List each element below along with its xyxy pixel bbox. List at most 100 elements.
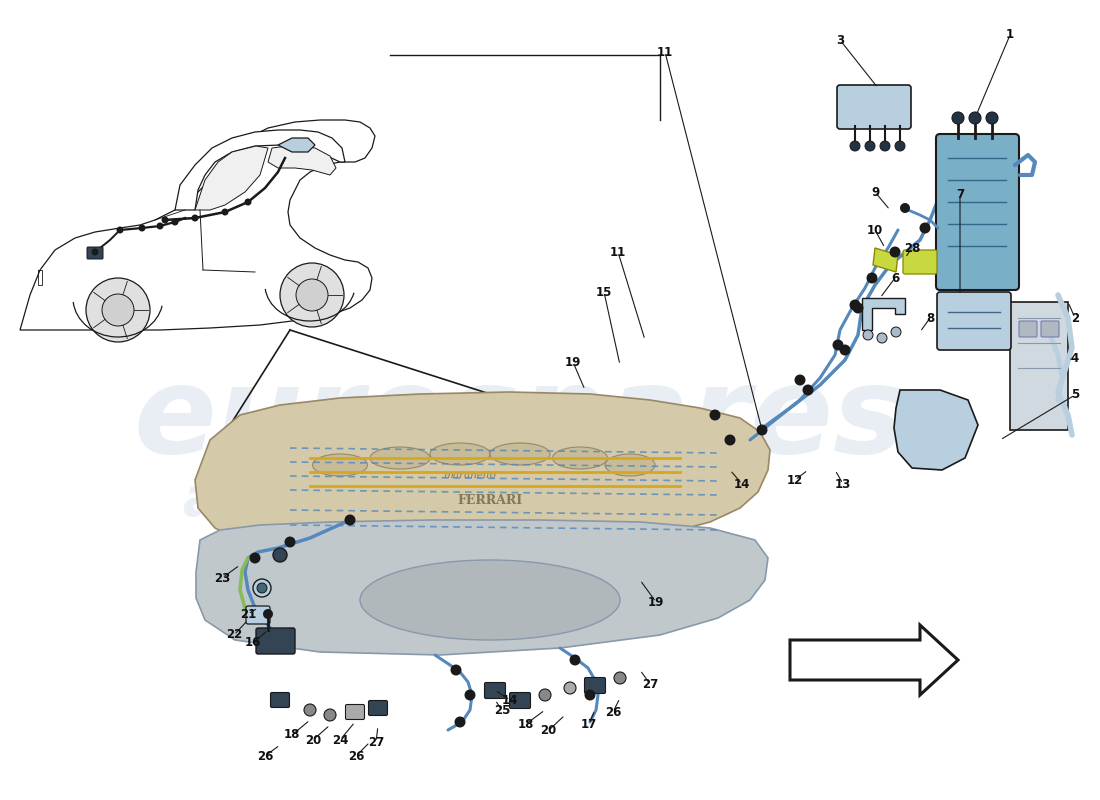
Circle shape — [839, 345, 850, 355]
Circle shape — [969, 112, 981, 124]
Circle shape — [539, 689, 551, 701]
FancyBboxPatch shape — [1019, 321, 1037, 337]
Circle shape — [324, 709, 336, 721]
Ellipse shape — [605, 454, 654, 476]
Text: 13: 13 — [835, 478, 851, 490]
Ellipse shape — [430, 443, 490, 465]
Circle shape — [304, 704, 316, 716]
Circle shape — [757, 425, 768, 435]
Circle shape — [877, 333, 887, 343]
Circle shape — [162, 217, 168, 223]
Text: 27: 27 — [367, 735, 384, 749]
Circle shape — [102, 294, 134, 326]
Circle shape — [296, 279, 328, 311]
Circle shape — [570, 654, 581, 666]
FancyBboxPatch shape — [484, 682, 506, 698]
Circle shape — [584, 690, 595, 701]
Text: 27: 27 — [642, 678, 658, 690]
Circle shape — [280, 263, 344, 327]
Text: 14: 14 — [502, 694, 518, 706]
Text: awesomediagrams: awesomediagrams — [183, 474, 738, 526]
Text: 5: 5 — [1071, 389, 1079, 402]
Text: 3: 3 — [836, 34, 844, 46]
Ellipse shape — [552, 447, 607, 469]
Polygon shape — [195, 392, 770, 562]
FancyBboxPatch shape — [937, 292, 1011, 350]
Circle shape — [850, 141, 860, 151]
Circle shape — [117, 226, 123, 234]
Text: 24: 24 — [332, 734, 349, 746]
Text: maranello: maranello — [443, 470, 496, 479]
Text: 6: 6 — [891, 271, 899, 285]
Text: 20: 20 — [305, 734, 321, 746]
Circle shape — [86, 278, 150, 342]
Polygon shape — [20, 120, 375, 330]
Text: 12: 12 — [786, 474, 803, 486]
Ellipse shape — [370, 447, 430, 469]
FancyBboxPatch shape — [837, 85, 911, 129]
Circle shape — [464, 690, 475, 701]
Text: 26: 26 — [348, 750, 364, 762]
FancyBboxPatch shape — [256, 628, 295, 654]
FancyBboxPatch shape — [584, 678, 605, 694]
Circle shape — [867, 273, 878, 283]
Circle shape — [451, 665, 462, 675]
Polygon shape — [894, 390, 978, 470]
Text: 28: 28 — [904, 242, 921, 254]
Circle shape — [986, 112, 998, 124]
Circle shape — [253, 579, 271, 597]
Circle shape — [864, 330, 873, 340]
Text: 26: 26 — [256, 750, 273, 762]
FancyBboxPatch shape — [345, 705, 364, 719]
Circle shape — [191, 214, 198, 222]
Text: 11: 11 — [657, 46, 673, 58]
Text: 26: 26 — [605, 706, 621, 718]
Circle shape — [849, 299, 860, 310]
Text: 20: 20 — [540, 725, 557, 738]
Circle shape — [221, 209, 229, 215]
Text: 18: 18 — [284, 729, 300, 742]
Circle shape — [344, 514, 355, 526]
Circle shape — [900, 203, 910, 213]
Circle shape — [244, 198, 252, 206]
Circle shape — [91, 249, 99, 255]
Ellipse shape — [312, 454, 367, 476]
Polygon shape — [196, 520, 768, 655]
Circle shape — [710, 410, 720, 421]
Text: 16: 16 — [245, 637, 261, 650]
FancyBboxPatch shape — [246, 606, 270, 624]
FancyBboxPatch shape — [936, 134, 1019, 290]
Polygon shape — [175, 130, 345, 210]
FancyBboxPatch shape — [271, 693, 289, 707]
Text: 2: 2 — [1071, 311, 1079, 325]
FancyBboxPatch shape — [87, 247, 103, 259]
Text: 4: 4 — [1071, 351, 1079, 365]
Circle shape — [273, 548, 287, 562]
Circle shape — [454, 717, 465, 727]
Circle shape — [156, 222, 164, 230]
Text: eurospares: eurospares — [133, 362, 906, 478]
Circle shape — [794, 374, 805, 386]
Polygon shape — [268, 145, 336, 175]
Text: 21: 21 — [240, 607, 256, 621]
Circle shape — [250, 553, 261, 563]
Text: 22: 22 — [226, 629, 242, 642]
Polygon shape — [862, 298, 905, 330]
Circle shape — [920, 222, 931, 234]
Text: 1: 1 — [1005, 29, 1014, 42]
Text: 23: 23 — [213, 571, 230, 585]
FancyBboxPatch shape — [509, 693, 530, 709]
Circle shape — [852, 302, 864, 314]
Circle shape — [263, 609, 273, 619]
Polygon shape — [1010, 302, 1068, 430]
Text: 7: 7 — [956, 189, 964, 202]
Circle shape — [139, 225, 145, 231]
Ellipse shape — [490, 443, 550, 465]
Text: 15: 15 — [596, 286, 613, 298]
Circle shape — [257, 583, 267, 593]
Polygon shape — [873, 248, 898, 272]
Circle shape — [833, 339, 844, 350]
FancyBboxPatch shape — [1041, 321, 1059, 337]
Polygon shape — [278, 138, 315, 152]
Text: 25: 25 — [494, 703, 510, 717]
